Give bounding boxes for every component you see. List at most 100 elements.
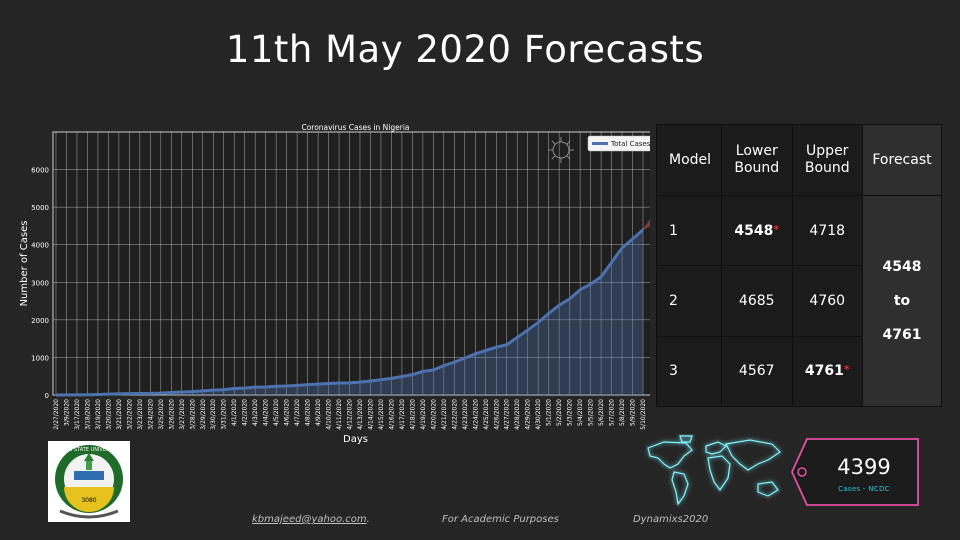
y-tick-label: 0 <box>45 392 49 400</box>
x-tick-label: 4/14/2020 <box>367 399 374 430</box>
x-tick-label: 3/17/2020 <box>74 399 81 430</box>
x-tick-label: 4/13/2020 <box>357 399 364 430</box>
data-point <box>264 386 267 388</box>
x-tick-label: 4/21/2020 <box>441 399 448 430</box>
data-point <box>568 298 571 300</box>
footer-email[interactable]: kbmajeed@yahoo.com. <box>252 514 370 525</box>
data-point <box>579 288 581 291</box>
x-tick-label: 3/30/2020 <box>210 399 217 430</box>
cases-tag <box>791 438 919 506</box>
x-tick-label: 4/19/2020 <box>420 399 427 430</box>
data-point <box>222 388 225 391</box>
x-tick-label: 4/25/2020 <box>483 399 490 430</box>
x-tick-label: 3/27/2020 <box>179 399 186 430</box>
data-point <box>631 238 634 240</box>
row-3-lower: 4567 <box>721 335 793 408</box>
data-point <box>348 382 351 384</box>
row-1-lower-value: 4548 <box>734 222 774 239</box>
header-upper-bound-label: Upper Bound <box>804 143 850 176</box>
x-tick-label: 3/29/2020 <box>200 399 207 430</box>
x-tick-label: 5/2/2020 <box>556 399 563 426</box>
x-tick-label: 4/6/2020 <box>284 399 291 426</box>
x-tick-label: 4/18/2020 <box>409 399 416 430</box>
y-tick-label: 5000 <box>31 204 49 212</box>
row-3-upper: 4761* <box>791 335 863 408</box>
forecast-band <box>642 219 650 231</box>
logo-text: OSUN STATE UNIVERSITY <box>58 447 121 453</box>
x-tick-label: 4/11/2020 <box>336 399 343 430</box>
x-tick-label: 5/7/2020 <box>609 399 616 426</box>
data-point <box>537 321 539 324</box>
x-tick-label: 5/9/2020 <box>630 399 637 426</box>
data-point <box>600 276 602 278</box>
x-tick-label: 3/28/2020 <box>189 399 196 430</box>
x-tick-label: 3/24/2020 <box>147 399 154 430</box>
data-point <box>86 393 89 396</box>
x-tick-label: 4/20/2020 <box>430 399 437 430</box>
y-tick-label: 1000 <box>31 354 49 362</box>
x-tick-label: 4/27/2020 <box>504 399 511 430</box>
table-row: 1 4548* 4718 4548 to 4761 <box>656 194 942 407</box>
x-tick-label: 3/26/2020 <box>168 399 175 430</box>
cases-value: 4399 <box>837 455 891 479</box>
data-point <box>275 385 277 388</box>
x-tick-label: 4/30/2020 <box>535 399 542 430</box>
data-point <box>180 391 183 393</box>
data-point <box>422 370 424 373</box>
x-tick-label: 5/8/2020 <box>619 399 626 426</box>
table-row: 2 4685 4760 <box>656 265 942 337</box>
row-3-model: 3 <box>656 335 722 408</box>
series-area-total-cases <box>56 229 643 395</box>
footer-email-link[interactable]: kbmajeed@yahoo.com <box>252 514 367 525</box>
forecast-to-word: to <box>893 293 911 309</box>
data-point <box>191 390 194 393</box>
x-tick-label: 4/5/2020 <box>273 399 280 426</box>
x-tick-label: 4/12/2020 <box>347 399 354 430</box>
data-point <box>317 383 319 385</box>
x-tick-label: 4/16/2020 <box>388 399 395 430</box>
university-logo: 3080 OSUN STATE UNIVERSITY <box>48 441 130 522</box>
row-1-lower: 4548* <box>721 194 793 267</box>
data-point <box>610 261 613 264</box>
footer-email-suffix: . <box>366 514 370 525</box>
data-point <box>254 386 256 388</box>
x-tick-label: 4/2/2020 <box>242 399 249 426</box>
header-lower-bound: Lower Bound <box>721 124 793 196</box>
x-tick-label: 5/10/2020 <box>640 399 647 430</box>
x-tick-label: 4/24/2020 <box>472 399 479 430</box>
data-point <box>589 283 592 285</box>
x-tick-label: 4/4/2020 <box>263 399 270 426</box>
data-point <box>411 373 414 376</box>
x-tick-label: 3/9/2020 <box>63 399 70 426</box>
header-lower-bound-label: Lower Bound <box>734 143 780 176</box>
data-point <box>107 393 110 395</box>
y-tick-label: 3000 <box>31 279 49 287</box>
data-point <box>443 364 445 367</box>
data-point <box>118 393 120 395</box>
data-point <box>359 381 361 383</box>
x-tick-label: 2/27/2020 <box>53 399 60 430</box>
x-tick-label: 4/9/2020 <box>315 399 322 426</box>
data-point <box>390 377 393 380</box>
row-1-upper: 4718 <box>791 194 863 267</box>
x-tick-label: 3/23/2020 <box>137 399 144 430</box>
plot-area <box>52 131 650 396</box>
x-tick-label: 4/10/2020 <box>326 399 333 430</box>
x-tick-label: 3/19/2020 <box>95 399 102 430</box>
forecast-from: 4548 <box>882 259 922 275</box>
y-tick-label: 4000 <box>31 242 49 250</box>
x-tick-label: 5/3/2020 <box>567 399 574 426</box>
x-tick-label: 4/29/2020 <box>525 399 532 430</box>
x-tick-label: 4/1/2020 <box>231 399 238 426</box>
cases-label: Cases - NCDC <box>838 485 890 493</box>
data-point <box>55 394 57 396</box>
x-axis-label: Days <box>343 434 368 445</box>
slide-title: 11th May 2020 Forecasts <box>225 28 705 71</box>
x-tick-label: 3/25/2020 <box>158 399 165 430</box>
x-tick-label: 3/20/2020 <box>105 399 112 430</box>
x-tick-label: 4/15/2020 <box>378 399 385 430</box>
data-point <box>474 353 477 355</box>
x-tick-label: 4/22/2020 <box>451 399 458 430</box>
data-point <box>464 357 466 359</box>
data-point <box>149 392 152 395</box>
